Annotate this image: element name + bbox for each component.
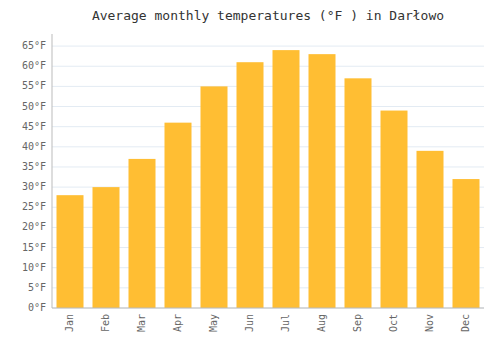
- bar: [309, 54, 336, 308]
- bar: [129, 159, 156, 308]
- y-tick-label: 45°F: [22, 121, 46, 132]
- x-tick-label: May: [208, 314, 219, 332]
- x-tick-label: Aug: [316, 314, 327, 332]
- y-axis: [52, 34, 53, 308]
- x-tick-label: Apr: [172, 314, 183, 332]
- y-tick-label: 60°F: [22, 60, 46, 71]
- x-tick-label: Oct: [388, 314, 399, 332]
- bar: [93, 187, 120, 308]
- bar: [345, 78, 372, 308]
- grid-line: [52, 308, 484, 309]
- y-tick-label: 40°F: [22, 141, 46, 152]
- title: Average monthly temperatures (°F ) in Da…: [92, 8, 444, 23]
- x-tick-label: Jul: [280, 314, 291, 332]
- y-tick-label: 35°F: [22, 161, 46, 172]
- bar: [453, 179, 480, 308]
- grid-line: [52, 86, 484, 87]
- x-tick-label: Jun: [244, 314, 255, 332]
- x-tick-label: Dec: [460, 314, 471, 332]
- x-tick-label: Jan: [64, 314, 75, 332]
- y-tick-label: 55°F: [22, 80, 46, 91]
- y-tick-label: 5°F: [28, 282, 46, 293]
- grid-line: [52, 146, 484, 147]
- y-tick-label: 25°F: [22, 201, 46, 212]
- bars: [57, 50, 480, 308]
- bar: [417, 151, 444, 308]
- grid-line: [52, 106, 484, 107]
- grid-line: [52, 126, 484, 127]
- grid-line: [52, 46, 484, 47]
- y-tick-label: 65°F: [22, 40, 46, 51]
- y-tick-label: 20°F: [22, 221, 46, 232]
- x-axis: [52, 308, 484, 309]
- x-tick-label: Nov: [424, 314, 435, 332]
- bar: [57, 195, 84, 308]
- grid: [52, 46, 484, 308]
- bar: [165, 123, 192, 308]
- y-tick-label: 15°F: [22, 242, 46, 253]
- y-tick-label: 10°F: [22, 262, 46, 273]
- y-tick-label: 30°F: [22, 181, 46, 192]
- bar: [273, 50, 300, 308]
- y-tick-label: 0°F: [28, 302, 46, 313]
- x-tick-label: Mar: [136, 314, 147, 332]
- y-tick-label: 50°F: [22, 101, 46, 112]
- chart: 0°F 5°F 10°F 15°F 20°F 25°F 30°F 35°F 40°F 45°F 50…: [0, 0, 500, 350]
- x-tick-label: Feb: [100, 314, 111, 332]
- bar: [237, 62, 264, 308]
- x-tick-label: Sep: [352, 314, 363, 332]
- bar: [381, 111, 408, 308]
- bar: [201, 86, 228, 308]
- grid-line: [52, 66, 484, 67]
